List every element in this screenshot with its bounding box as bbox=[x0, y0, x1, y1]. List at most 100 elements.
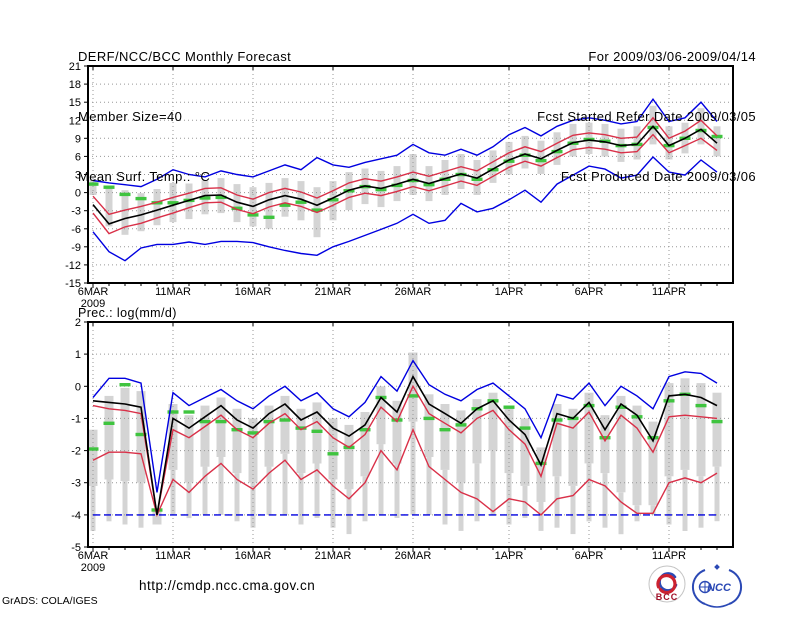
spread-bar-stem bbox=[122, 481, 128, 525]
spread-bar bbox=[553, 132, 561, 165]
observation-dash bbox=[599, 436, 611, 440]
y-tick-label: 15 bbox=[69, 97, 81, 109]
spread-bar-stem bbox=[442, 469, 448, 525]
spread-bar bbox=[537, 140, 545, 174]
spread-bar bbox=[584, 392, 594, 464]
observation-dash bbox=[407, 178, 419, 183]
spread-bar bbox=[456, 410, 466, 483]
y-tick-label: 12 bbox=[69, 115, 81, 127]
x-tick-year-label: 2009 bbox=[81, 562, 105, 574]
temp-ensemble-mean-line bbox=[92, 125, 718, 225]
grads-credit: GrADS: COLA/IGES bbox=[2, 595, 98, 607]
spread-bar bbox=[472, 399, 482, 464]
observation-dash bbox=[535, 158, 547, 163]
prec-ensemble-mean-line bbox=[92, 374, 718, 516]
x-tick-label: 11MAR bbox=[155, 286, 191, 298]
observation-dash bbox=[183, 410, 195, 414]
observation-dash bbox=[551, 149, 563, 154]
spread-bar bbox=[488, 392, 498, 451]
spread-bar-stem bbox=[618, 492, 624, 535]
x-tick-label: 26MAR bbox=[395, 550, 432, 562]
observation-dash bbox=[247, 213, 259, 217]
spread-bar-stem bbox=[714, 466, 720, 522]
spread-bar bbox=[712, 392, 722, 467]
observation-dash bbox=[215, 195, 227, 200]
observation-dash bbox=[471, 177, 483, 181]
observation-dash bbox=[695, 403, 707, 408]
page-title: DERF/NCC/BCC Monthly Forecast bbox=[78, 49, 292, 64]
y-tick-label: -15 bbox=[65, 278, 81, 290]
spread-bar-stem bbox=[602, 473, 608, 528]
spread-bar bbox=[504, 405, 514, 474]
observation-dash bbox=[295, 200, 307, 204]
x-tick-label: 16MAR bbox=[235, 286, 272, 298]
spread-bar-stem bbox=[538, 502, 544, 531]
spread-bar bbox=[648, 421, 658, 506]
bcc-logo: BCC bbox=[648, 565, 686, 603]
spread-bar-stem bbox=[474, 463, 480, 522]
ncc-logo-wreath bbox=[691, 569, 743, 608]
x-tick-label: 11MAR bbox=[155, 550, 191, 562]
spread-bar bbox=[280, 395, 290, 454]
observation-dash bbox=[327, 452, 339, 456]
y-tick-label: -3 bbox=[71, 206, 81, 218]
observation-dash bbox=[119, 192, 131, 197]
spread-bar-stem bbox=[570, 485, 576, 535]
spread-bar bbox=[568, 408, 578, 486]
x-tick-label: 11APR bbox=[652, 286, 686, 298]
spread-bar-stem bbox=[138, 482, 144, 528]
spread-bar-stem bbox=[346, 489, 352, 535]
prec-spread-bars bbox=[88, 352, 722, 535]
spread-bar-stem bbox=[282, 453, 288, 515]
spread-bar bbox=[153, 189, 161, 226]
spread-bar bbox=[600, 415, 610, 474]
observation-dash bbox=[247, 431, 259, 435]
spread-bar bbox=[136, 391, 146, 483]
spread-bar bbox=[457, 154, 465, 189]
spread-bar bbox=[233, 184, 241, 223]
x-tick-label: 6APR bbox=[575, 286, 604, 298]
spread-bar bbox=[680, 378, 690, 470]
spread-bar-stem bbox=[90, 485, 96, 531]
prec-ticks bbox=[84, 321, 718, 552]
spread-bar bbox=[281, 178, 289, 217]
spread-bar-stem bbox=[218, 457, 224, 515]
spread-bar bbox=[105, 187, 113, 227]
spread-bar-stem bbox=[202, 466, 208, 515]
spread-bar bbox=[265, 182, 273, 229]
y-tick-label: -4 bbox=[71, 510, 81, 522]
spread-bar-stem bbox=[106, 479, 112, 522]
y-tick-label: 0 bbox=[75, 188, 81, 200]
prec-lower-quartile-line bbox=[92, 427, 718, 517]
spread-bar-stem bbox=[682, 469, 688, 531]
temp-upper-quartile-line bbox=[92, 116, 718, 216]
observation-dash bbox=[407, 394, 419, 398]
y-tick-label: -12 bbox=[65, 260, 81, 272]
observation-dash bbox=[503, 405, 515, 409]
spread-bar-stem bbox=[330, 479, 336, 528]
bcc-logo-ring bbox=[648, 565, 686, 603]
x-tick-label: 26MAR bbox=[395, 286, 432, 298]
observation-dash bbox=[631, 415, 643, 419]
y-tick-label: 9 bbox=[75, 133, 81, 145]
observation-dash bbox=[215, 419, 227, 424]
produced-date-label: Fcst Produced Date 2009/03/06 bbox=[560, 169, 756, 184]
spread-bar-stem bbox=[666, 476, 672, 525]
spread-bar-stem bbox=[650, 505, 656, 515]
spread-bar-stem bbox=[186, 482, 192, 519]
observation-dash bbox=[135, 196, 147, 201]
y-tick-label: -3 bbox=[71, 478, 81, 490]
spread-bar bbox=[521, 135, 529, 169]
y-tick-label: 3 bbox=[75, 170, 81, 182]
x-tick-label: 6MAR bbox=[78, 550, 109, 562]
temp-lower-quartile-line bbox=[92, 133, 718, 235]
spread-bar bbox=[441, 160, 449, 195]
observation-dash bbox=[311, 429, 323, 433]
spread-bar-stem bbox=[698, 476, 704, 528]
observation-dash bbox=[231, 206, 243, 210]
spread-bar bbox=[232, 408, 242, 474]
spread-bar bbox=[184, 415, 194, 483]
